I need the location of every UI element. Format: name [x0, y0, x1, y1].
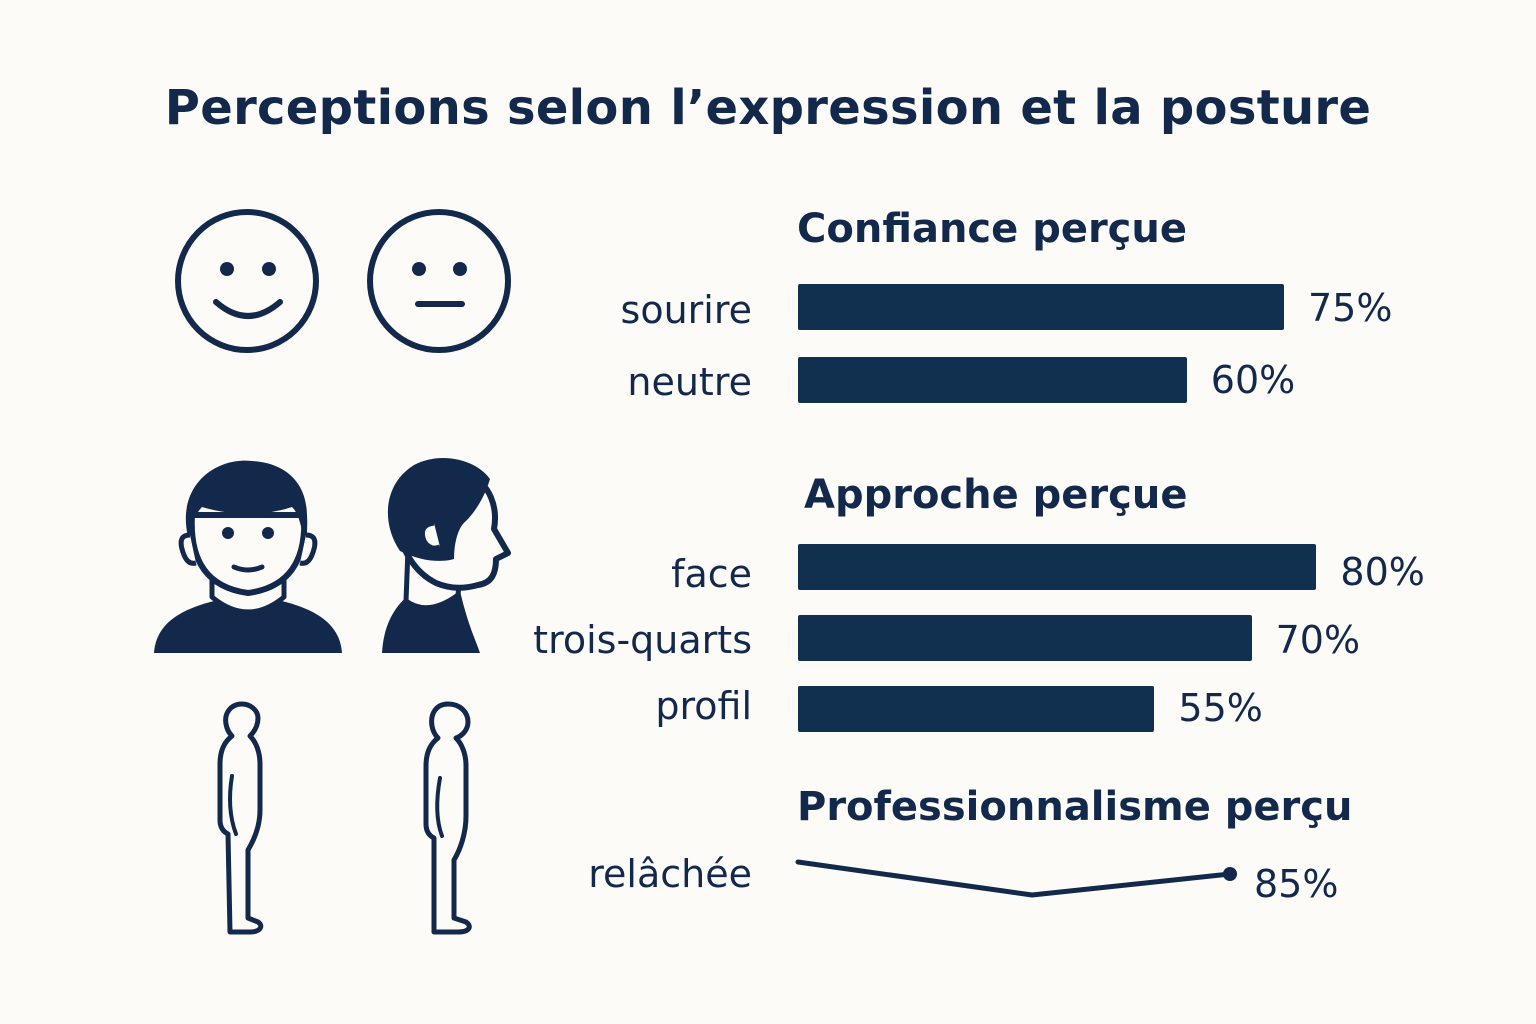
value-label: 80% [1340, 550, 1425, 594]
category-label: relâchée [588, 852, 752, 896]
neutral-face-icon [367, 209, 511, 353]
value-label: 70% [1275, 618, 1361, 662]
category-label: face [671, 552, 752, 596]
bar [798, 686, 1155, 732]
profile-face-person-icon [382, 457, 511, 653]
upright-posture-icon [423, 701, 472, 935]
series-line [795, 859, 1233, 898]
line-end-point [1223, 867, 1237, 881]
category-label: neutre [627, 360, 752, 404]
section-title-professionnalisme: Professionnalisme perçu [797, 784, 1353, 830]
chart-title: Perceptions selon l’expression et la pos… [164, 80, 1372, 136]
relaxed-posture-icon [217, 701, 264, 935]
bar [798, 284, 1284, 330]
professionalism-line [795, 859, 1237, 898]
section-title-confiance: Confiance perçue [797, 206, 1187, 252]
section-title-approche: Approche perçue [804, 472, 1188, 518]
category-label: trois-quarts [533, 618, 752, 662]
bar [798, 357, 1187, 403]
smiling-face-icon [175, 209, 319, 353]
front-face-person-icon [154, 460, 342, 653]
value-label: 85% [1254, 862, 1339, 906]
category-label: sourire [620, 288, 752, 332]
category-label: profil [655, 684, 752, 728]
value-label: 75% [1308, 286, 1393, 330]
bar [798, 544, 1317, 590]
value-label: 55% [1178, 686, 1263, 730]
bar [798, 615, 1252, 661]
value-label: 60% [1210, 358, 1296, 402]
